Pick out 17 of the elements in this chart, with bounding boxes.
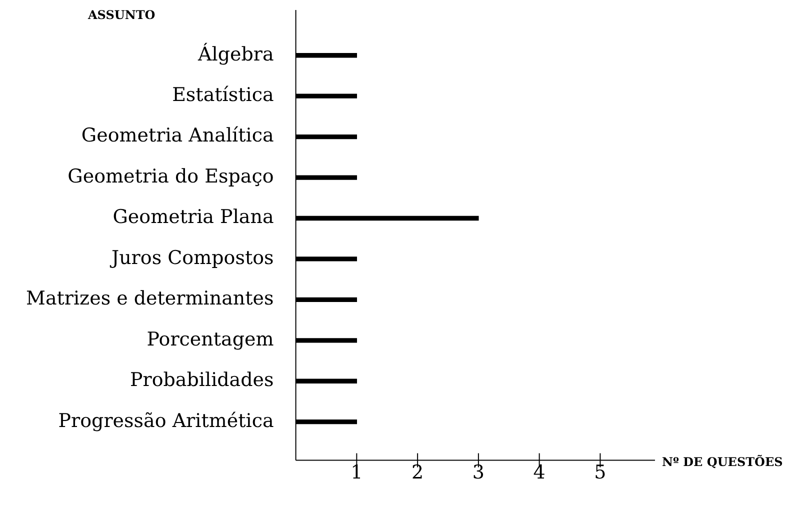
x-axis-title: Nº DE QUESTÕES	[662, 455, 783, 469]
y-tick-label: Estatística	[172, 84, 274, 106]
x-tick-label: 3	[472, 462, 484, 484]
y-tick-label: Probabilidades	[130, 369, 274, 392]
x-tick-label: 5	[594, 462, 606, 484]
x-tick-label: 1	[350, 462, 363, 484]
y-tick-label: Porcentagem	[146, 328, 274, 350]
y-tick-label: Juros Compostos	[109, 246, 274, 269]
y-tick-label: Geometria do Espaço	[68, 165, 274, 188]
x-tick-label: 2	[412, 462, 424, 484]
y-tick-label: Álgebra	[197, 42, 274, 66]
x-tick-label: 4	[533, 462, 546, 484]
y-tick-label: Matrizes e determinantes	[26, 288, 274, 310]
y-tick-label: Geometria Analítica	[81, 124, 274, 147]
y-tick-label: Geometria Plana	[112, 206, 274, 228]
y-axis-title: ASSUNTO	[88, 8, 156, 22]
y-tick-label: Progressão Aritmética	[58, 410, 274, 432]
